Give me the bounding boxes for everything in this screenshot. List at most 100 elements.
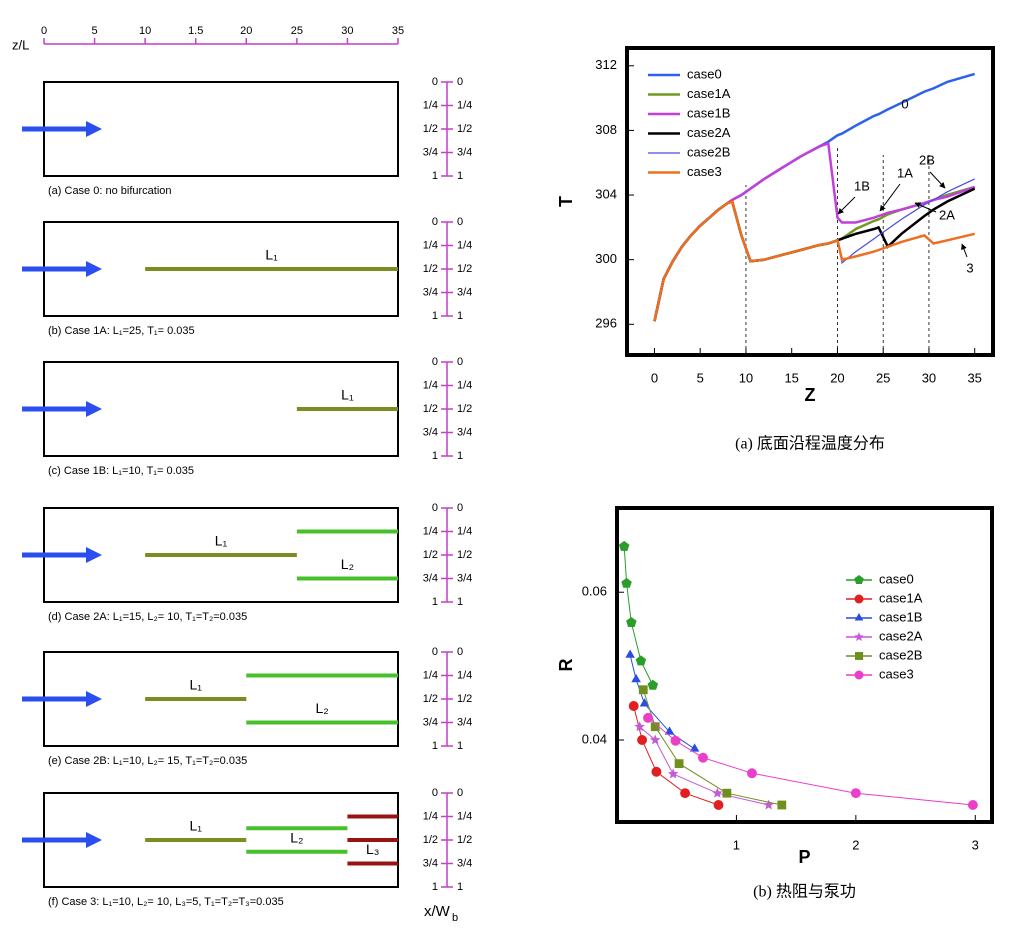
- width-tick-label: 0: [432, 356, 438, 368]
- case-caption: (b) Case 1A: L₁=25, T₁= 0.035: [48, 325, 195, 337]
- width-tick-label: 1/4: [423, 99, 438, 111]
- plate-label: L₁: [341, 387, 354, 403]
- marker: [667, 768, 679, 779]
- marker: [680, 788, 691, 799]
- annotation: 0: [901, 96, 908, 111]
- case-caption: (d) Case 2A: L₁=15, L₂= 10, T₁=T₂=0.035: [48, 611, 247, 623]
- width-tick-label: 0: [432, 216, 438, 228]
- y-tick-label: 296: [595, 316, 617, 331]
- marker: [626, 617, 637, 627]
- x-tick-label: 5: [697, 370, 704, 385]
- width-tick-label: 1: [432, 596, 438, 608]
- x-tick-label: 0: [651, 370, 658, 385]
- annotation-arrow: [837, 196, 856, 215]
- legend-label: case0: [687, 66, 722, 81]
- case-caption: (e) Case 2B: L₁=10, L₂= 15, T₁=T₂=0.035: [48, 755, 247, 767]
- marker: [621, 577, 632, 588]
- series-line: [642, 689, 782, 806]
- width-tick-label: 3/4: [423, 286, 438, 298]
- flow-arrow-head: [86, 261, 102, 277]
- legend-label: case0: [879, 571, 914, 586]
- width-tick-label: 1: [457, 740, 463, 752]
- marker: [854, 613, 864, 621]
- width-tick-label: 3/4: [457, 426, 472, 438]
- marker: [670, 735, 681, 746]
- flow-arrow-head: [86, 401, 102, 417]
- width-tick-label: 1/2: [457, 549, 472, 561]
- z-tick-label: 30: [341, 25, 353, 37]
- marker: [651, 766, 662, 777]
- marker: [634, 721, 645, 732]
- marker: [628, 701, 639, 711]
- width-tick-label: 0: [432, 646, 438, 658]
- z-tick-label: 10: [139, 25, 151, 37]
- marker: [854, 632, 864, 641]
- series-line: [653, 185, 976, 322]
- z-tick-label: 25: [291, 25, 303, 37]
- z-tick-label: 35: [392, 25, 404, 37]
- plate-label: L₂: [316, 700, 329, 716]
- width-tick-label: 1/2: [423, 123, 438, 135]
- width-tick-label: 0: [457, 646, 463, 658]
- width-tick-label: 0: [457, 502, 463, 514]
- z-axis-label: z/L: [12, 37, 29, 52]
- width-tick-label: 3/4: [423, 716, 438, 728]
- x-tick-label: 25: [876, 370, 890, 385]
- width-tick-label: 1/2: [423, 263, 438, 275]
- width-tick-label: 1/4: [457, 379, 472, 391]
- y-tick-label: 304: [595, 186, 617, 201]
- y-tick-label: 0.04: [582, 731, 607, 746]
- width-tick-label: 1: [432, 310, 438, 322]
- legend-label: case2B: [687, 144, 730, 159]
- width-tick-label: 0: [457, 216, 463, 228]
- width-tick-label: 3/4: [457, 572, 472, 584]
- marker: [637, 735, 648, 745]
- annotation: 2B: [919, 152, 935, 167]
- width-tick-label: 3/4: [457, 857, 472, 869]
- width-tick-label: 1/4: [457, 239, 472, 251]
- y-tick-label: 312: [595, 57, 617, 72]
- width-tick-label: 1: [432, 881, 438, 893]
- x-axis-label: P: [798, 847, 810, 867]
- width-tick-label: 1/2: [457, 263, 472, 275]
- marker: [635, 655, 647, 666]
- width-tick-label: 0: [457, 787, 463, 799]
- chart-caption: (a) 底面沿程温度分布: [735, 435, 885, 453]
- z-tick-label: 0: [41, 25, 47, 37]
- marker: [650, 734, 661, 745]
- width-tick-label: 0: [457, 76, 463, 88]
- legend-label: case1B: [687, 105, 730, 120]
- x-axis-label: Z: [805, 385, 816, 405]
- annotation-arrow: [914, 202, 937, 213]
- annotation-arrow: [879, 183, 901, 212]
- width-tick-label: 1/4: [423, 525, 438, 537]
- marker: [638, 685, 648, 695]
- width-tick-label: 1/4: [457, 525, 472, 537]
- case-caption: (f) Case 3: L₁=10, L₂= 10, L₃=5, T₁=T₂=T…: [48, 896, 284, 908]
- width-tick-label: 1/4: [423, 379, 438, 391]
- marker: [713, 800, 724, 810]
- width-tick-label: 1: [432, 450, 438, 462]
- plate-label: L₂: [290, 829, 303, 845]
- width-tick-label: 1/2: [423, 834, 438, 846]
- z-tick-label: 1.5: [188, 25, 203, 37]
- width-tick-label: 3/4: [423, 426, 438, 438]
- width-tick-label: 1: [432, 740, 438, 752]
- z-tick-label: 5: [92, 25, 98, 37]
- annotation: 1B: [854, 178, 870, 193]
- marker: [854, 594, 864, 604]
- width-tick-label: 1/4: [423, 239, 438, 251]
- x-tick-label: 35: [967, 370, 981, 385]
- flow-arrow-head: [86, 547, 102, 563]
- width-tick-label: 1: [457, 310, 463, 322]
- width-axis-label: x/W: [424, 903, 451, 920]
- legend-label: case1A: [687, 86, 731, 101]
- x-tick-label: 1: [733, 837, 740, 852]
- marker: [854, 575, 864, 584]
- width-tick-label: 1/2: [457, 693, 472, 705]
- z-tick-label: 20: [240, 25, 252, 37]
- case-caption: (c) Case 1B: L₁=10, T₁= 0.035: [48, 465, 194, 477]
- annotation: 2A: [939, 207, 955, 222]
- marker: [850, 788, 861, 799]
